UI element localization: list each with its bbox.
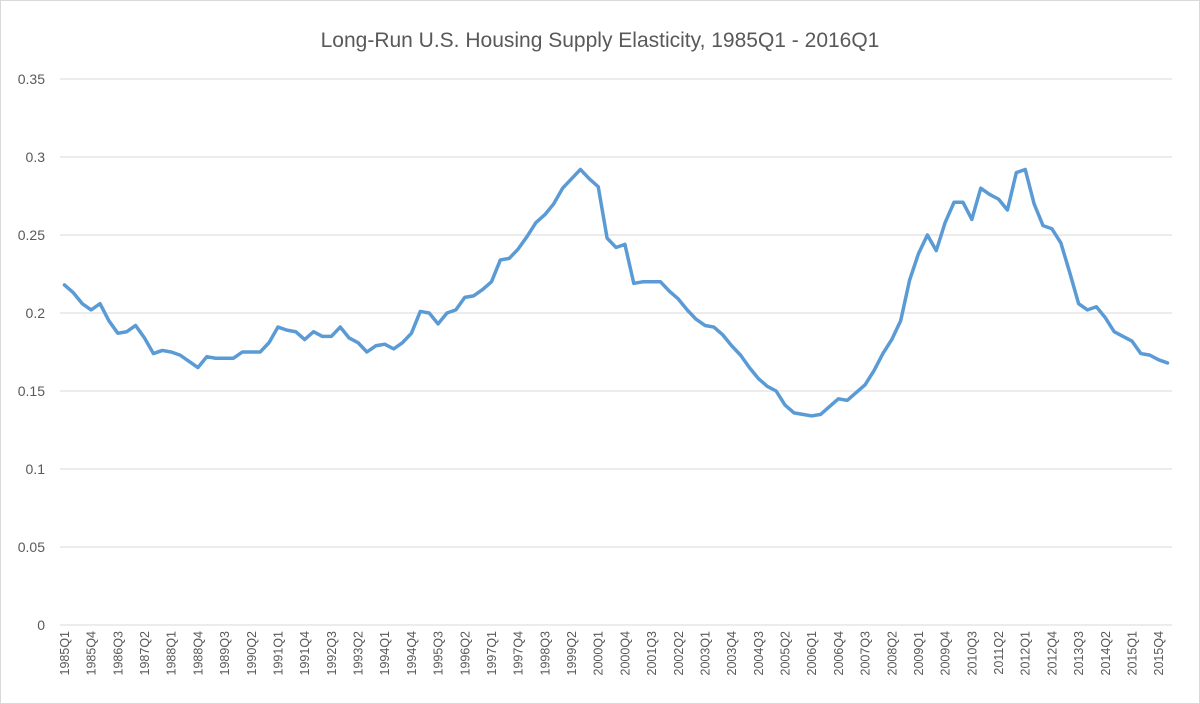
- x-tick-label: 2001Q3: [645, 631, 659, 676]
- x-tick-label: 2011Q2: [992, 631, 1006, 675]
- x-tick-label: 2007Q3: [859, 631, 873, 676]
- x-tick-label: 1999Q2: [565, 631, 579, 676]
- y-tick-label: 0.1: [26, 461, 46, 477]
- x-tick-label: 2000Q4: [618, 631, 632, 676]
- x-tick-label: 2005Q2: [779, 631, 793, 676]
- x-tick-label: 1996Q2: [458, 631, 472, 676]
- x-axis-tick-labels: 1985Q1 1985Q4 1986Q3 1987Q2 1988Q1 1988Q4 1989…: [58, 631, 1166, 676]
- y-tick-label: 0: [37, 617, 45, 633]
- x-tick-label: 2014Q2: [1099, 631, 1113, 676]
- x-tick-label: 2003Q4: [725, 631, 739, 676]
- y-tick-label: 0.05: [18, 539, 45, 555]
- x-tick-label: 1987Q2: [138, 631, 152, 676]
- x-tick-label: 2015Q4: [1152, 631, 1166, 676]
- gridlines: [60, 78, 1172, 626]
- series-line-elasticity: [62, 167, 1170, 418]
- x-tick-label: 2004Q3: [752, 631, 766, 676]
- x-tick-label: 2003Q1: [698, 631, 712, 676]
- x-tick-label: 1994Q4: [405, 631, 419, 676]
- y-tick-label: 0.2: [26, 305, 46, 321]
- x-tick-label: 2009Q1: [912, 631, 926, 676]
- x-tick-label: 1990Q2: [245, 631, 259, 676]
- x-tick-label: 1992Q3: [325, 631, 339, 676]
- chart-title: Long-Run U.S. Housing Supply Elasticity,…: [321, 29, 880, 52]
- x-tick-label: 1994Q1: [378, 631, 392, 676]
- x-tick-label: 1988Q1: [165, 631, 179, 676]
- y-axis-tick-labels: 0 0.05 0.1 0.15 0.2 0.25 0.3 0.35: [18, 71, 45, 633]
- x-tick-label: 1995Q3: [432, 631, 446, 676]
- x-tick-label: 1991Q4: [298, 631, 312, 676]
- x-tick-label: 1985Q1: [58, 631, 72, 676]
- x-tick-label: 1986Q3: [111, 631, 125, 676]
- x-tick-label: 1997Q1: [485, 631, 499, 676]
- y-tick-label: 0.35: [18, 71, 45, 87]
- x-tick-label: 2012Q1: [1019, 631, 1033, 676]
- y-tick-label: 0.3: [26, 149, 46, 165]
- x-tick-label: 2010Q3: [965, 631, 979, 676]
- x-tick-label: 2006Q4: [832, 631, 846, 676]
- y-tick-label: 0.15: [18, 383, 45, 399]
- x-tick-label: 2012Q4: [1045, 631, 1059, 676]
- x-tick-label: 1985Q4: [85, 631, 99, 676]
- x-tick-label: 1997Q4: [512, 631, 526, 676]
- x-tick-label: 2008Q2: [885, 631, 899, 676]
- x-tick-label: 2013Q3: [1072, 631, 1086, 676]
- x-tick-label: 1993Q2: [352, 631, 366, 676]
- x-tick-label: 2015Q1: [1125, 631, 1139, 676]
- x-tick-label: 2000Q1: [592, 631, 606, 676]
- series-layer: [62, 167, 1170, 418]
- x-tick-label: 2009Q4: [939, 631, 953, 676]
- x-tick-label: 1988Q4: [191, 631, 205, 676]
- x-tick-label: 1998Q3: [538, 631, 552, 676]
- y-tick-label: 0.25: [18, 227, 45, 243]
- x-tick-label: 2006Q1: [805, 631, 819, 676]
- x-tick-label: 1989Q3: [218, 631, 232, 676]
- x-tick-label: 2002Q2: [672, 631, 686, 676]
- x-tick-label: 1991Q1: [271, 631, 285, 676]
